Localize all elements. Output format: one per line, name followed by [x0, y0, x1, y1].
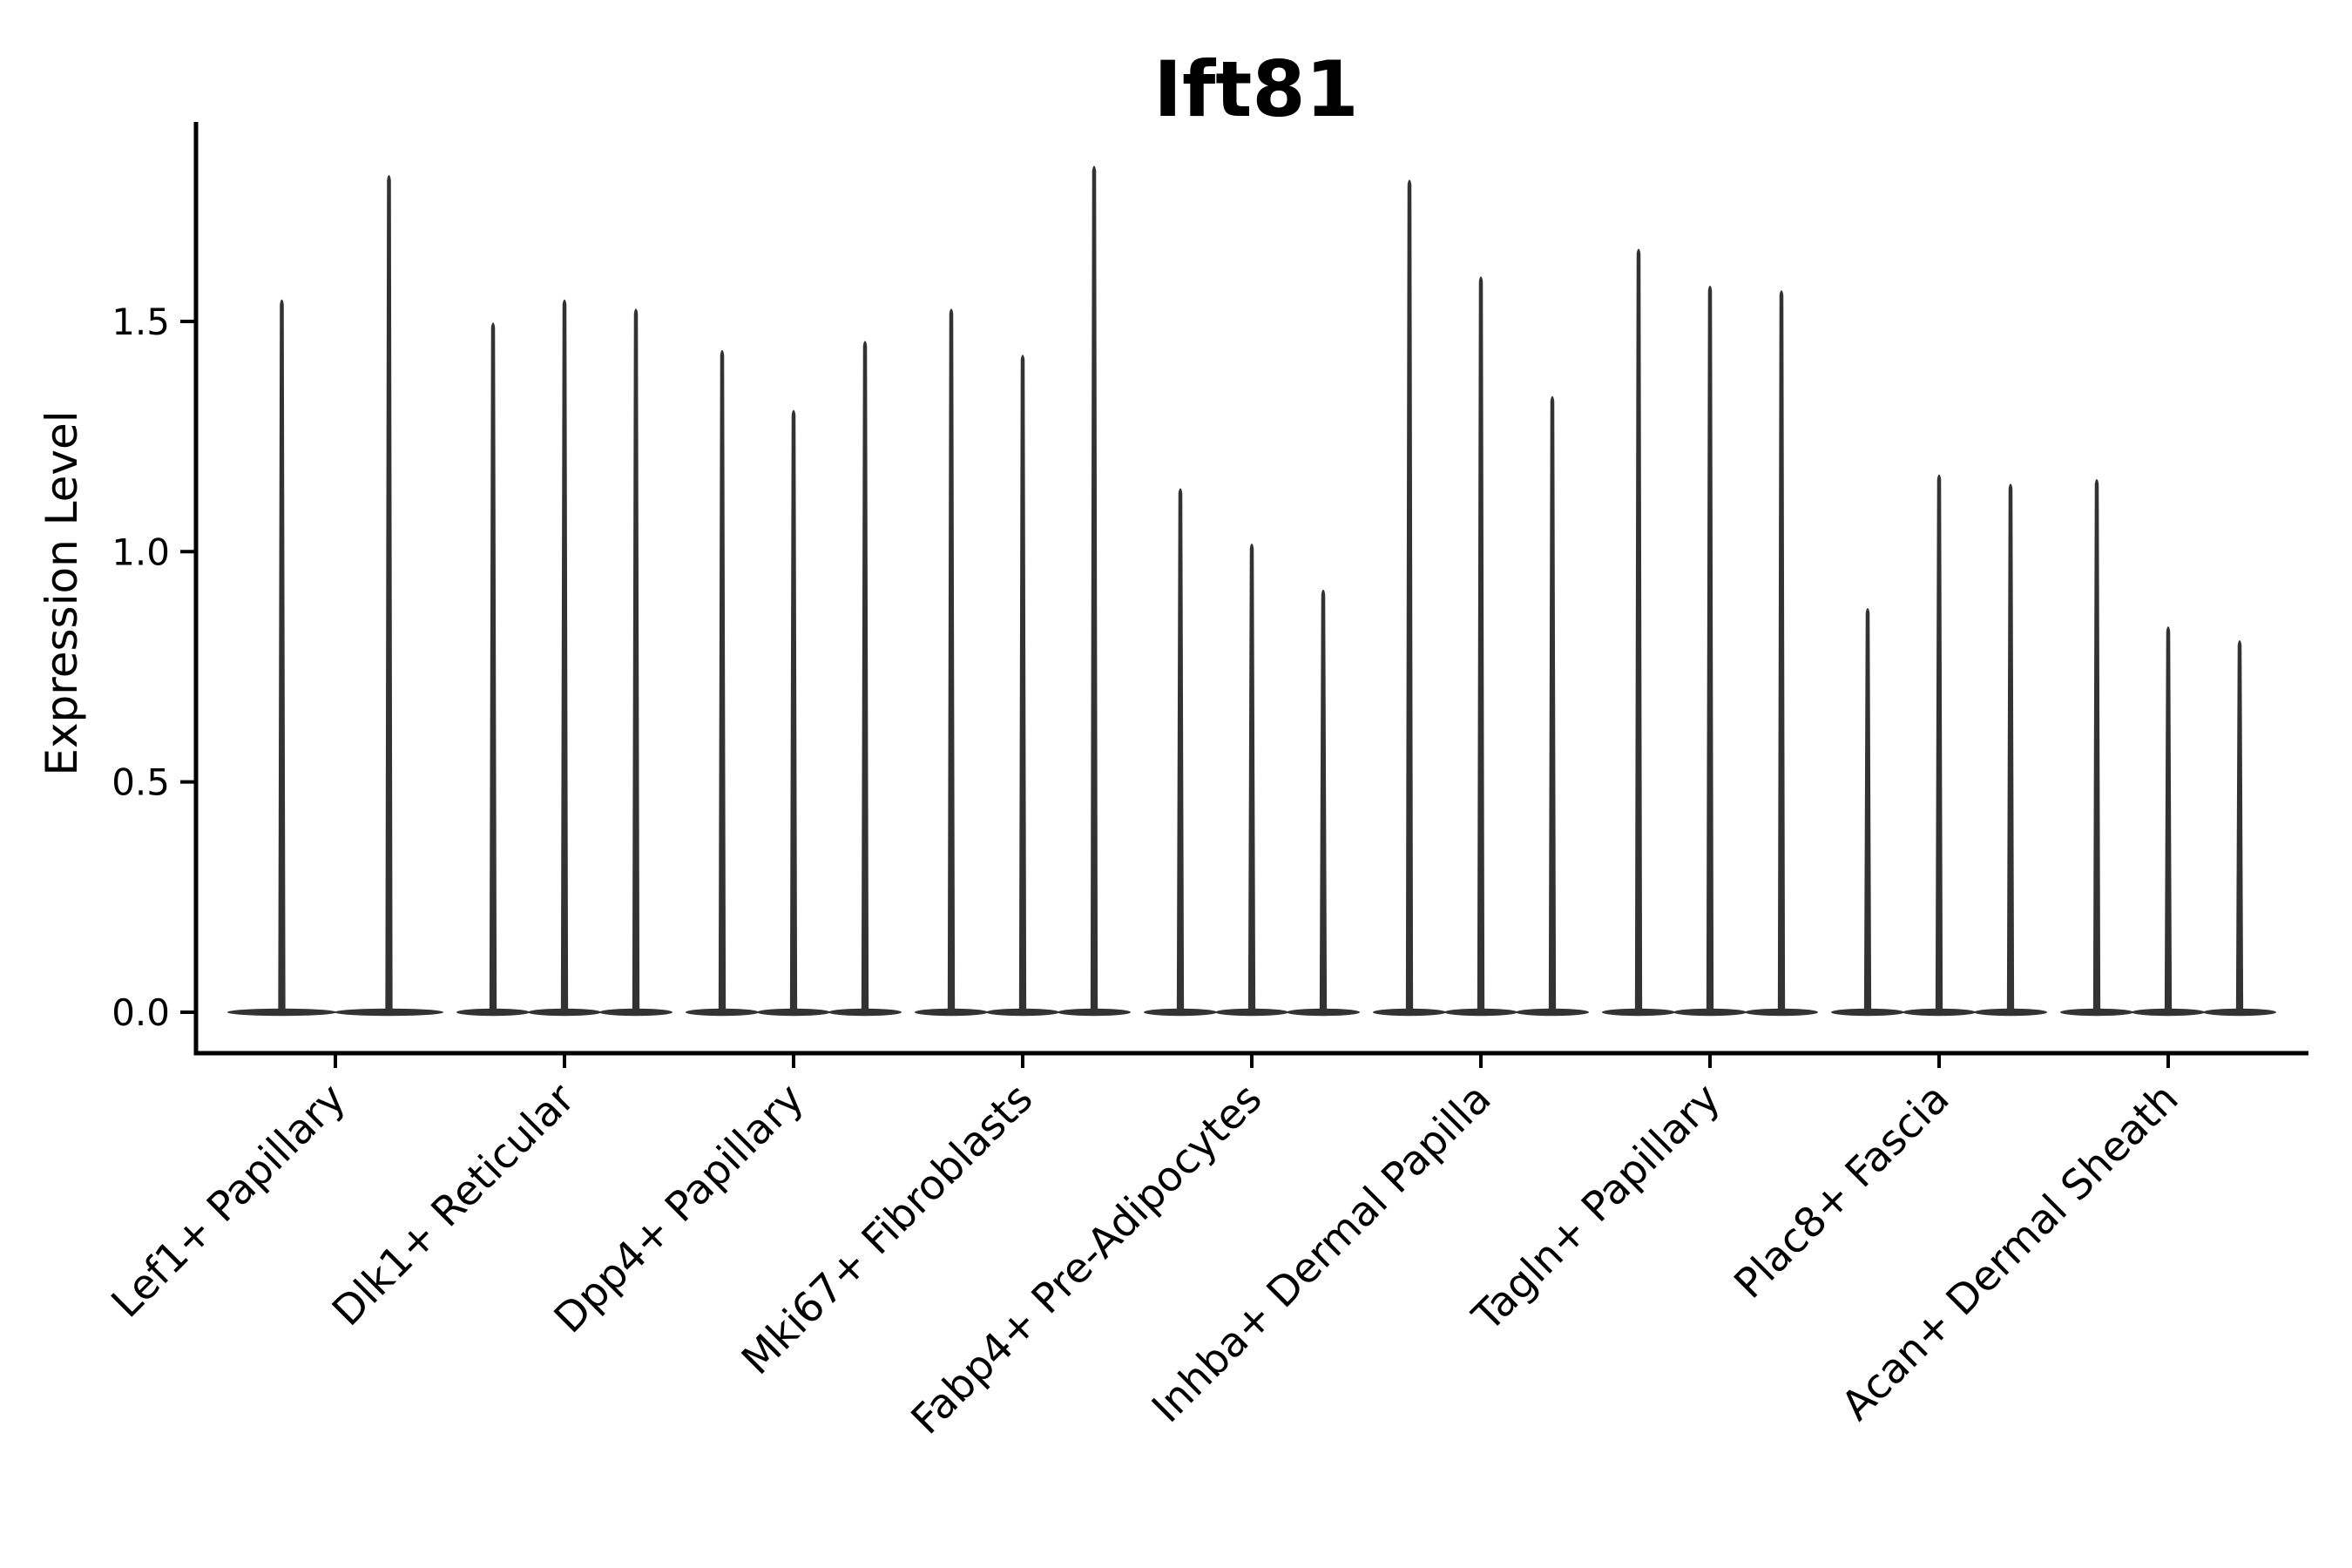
violin-spike	[1634, 248, 1643, 1014]
violin	[456, 322, 530, 1017]
violin-spike	[278, 299, 286, 1014]
violin-spike	[1477, 276, 1485, 1014]
violin-spike	[1176, 488, 1185, 1014]
x-tick-label: Dlk1+ Reticular	[323, 1074, 585, 1335]
plot-title: Ift81	[1153, 44, 1359, 134]
violin-spike	[2092, 478, 2101, 1014]
violin	[1287, 589, 1360, 1017]
violin-spike	[1247, 543, 1256, 1014]
violin-spike	[2006, 483, 2015, 1014]
y-tick-label: 1.5	[112, 301, 170, 343]
violin-spike	[2235, 640, 2244, 1014]
violin	[1903, 474, 1976, 1017]
violin	[686, 349, 759, 1017]
violin-spike	[1319, 589, 1328, 1014]
x-tick-label: Tagln+ Papillary	[1463, 1075, 1730, 1342]
violin-spike	[1405, 179, 1414, 1014]
x-tick-label: Dpp4+ Papillary	[545, 1075, 814, 1343]
violin	[757, 409, 830, 1017]
violin-spike	[560, 299, 569, 1014]
violin	[1974, 483, 2047, 1017]
violin	[828, 341, 902, 1017]
violin	[1673, 285, 1747, 1017]
violin-spike	[861, 341, 869, 1014]
violins	[227, 166, 2276, 1017]
violin	[2060, 478, 2133, 1017]
y-tick-label: 0.0	[112, 991, 170, 1034]
violin	[1444, 276, 1517, 1017]
violin	[2203, 640, 2276, 1017]
violin-spike	[1863, 607, 1872, 1014]
violin-spike	[1935, 474, 1943, 1014]
violin	[599, 308, 672, 1017]
y-axis-label: Expression Level	[37, 410, 87, 775]
y-tick-label: 0.5	[112, 761, 170, 804]
violin	[986, 355, 1059, 1017]
violin-spike	[1706, 285, 1714, 1014]
violin	[1516, 395, 1589, 1017]
violin-spike	[632, 308, 640, 1014]
violin-spike	[2164, 626, 2173, 1014]
violin-spike	[1548, 395, 1557, 1014]
violin-spike	[947, 308, 956, 1014]
violin-spike	[789, 409, 798, 1014]
violin-spike	[1090, 166, 1098, 1014]
violin	[335, 175, 443, 1017]
violin-spike	[1777, 290, 1786, 1014]
y-axis-ticks: 0.0 0.5 1.0 1.5	[112, 301, 196, 1034]
violin-spike	[718, 349, 727, 1014]
violin	[1831, 607, 1904, 1017]
violin	[915, 308, 988, 1017]
violin	[227, 299, 336, 1017]
violin-spike	[489, 322, 497, 1014]
violin	[1373, 179, 1446, 1017]
y-tick-label: 1.0	[112, 531, 170, 573]
violin	[1058, 166, 1131, 1017]
violin	[528, 299, 601, 1017]
violin	[1144, 488, 1217, 1017]
violin	[2132, 626, 2205, 1017]
violin	[1745, 290, 1818, 1017]
violin	[1602, 248, 1675, 1017]
x-tick-label: Plac8+ Fascia	[1726, 1075, 1959, 1308]
x-tick-label: Lef1+ Papillary	[103, 1075, 355, 1328]
violin-spike	[385, 175, 393, 1014]
violin	[1215, 543, 1288, 1017]
violin-spike	[1018, 355, 1027, 1014]
